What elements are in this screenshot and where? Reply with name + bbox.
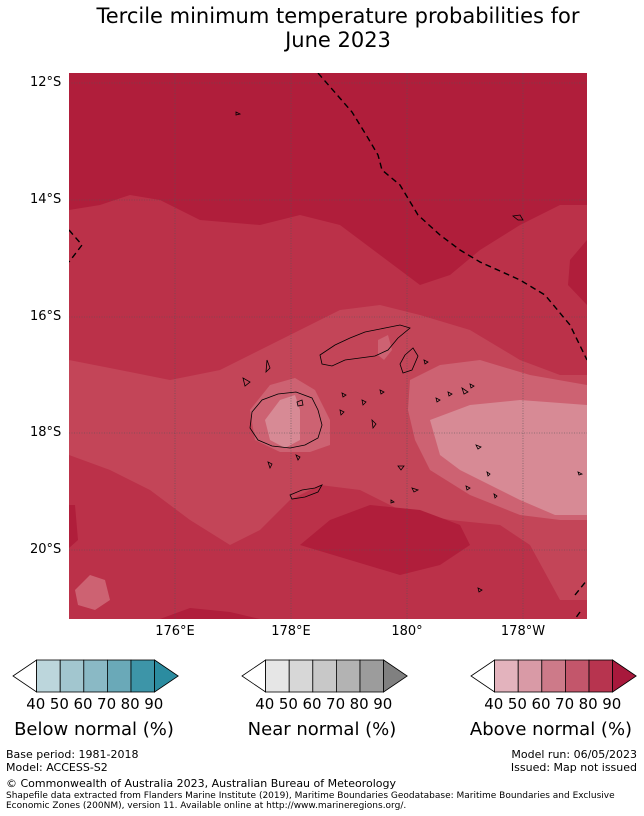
region-above-60-sw [75, 575, 110, 610]
lat-label-12s: 12°S [30, 75, 62, 90]
legend-below-high-arrow [154, 659, 179, 693]
legend-below-tick: 80 [120, 695, 140, 713]
region-above-90-north [69, 73, 587, 285]
lon-label-178e: 178°E [271, 624, 311, 639]
legend-below-tick: 40 [26, 695, 46, 713]
region-above-60-vanua [378, 335, 392, 360]
legend-below-tick: 70 [97, 695, 117, 713]
model-text: Model: ACCESS-S2 [6, 761, 108, 774]
legend-below-swatch [59, 659, 85, 693]
shapefile-credit-line2: Economic Zones (200NM), version 11. Avai… [6, 801, 407, 811]
map-title-line2: June 2023 [285, 28, 391, 52]
region-above-90-bottom [160, 608, 260, 619]
legend-below-swatch [130, 659, 156, 693]
legend-above-tick: 80 [578, 695, 598, 713]
region-above-50-east [430, 400, 587, 515]
legend-below-ticks: 40 50 60 70 80 90 [24, 695, 166, 713]
legend-below-tick: 60 [73, 695, 93, 713]
legend-above-ticks: 40 50 60 70 80 90 [482, 695, 624, 713]
map-title: Tercile minimum temperature probabilitie… [0, 4, 644, 52]
legend-above-swatch [494, 659, 519, 693]
lat-label-18s: 18°S [30, 425, 62, 440]
base-period-text: Base period: 1981-2018 [6, 748, 139, 761]
legend-near-label: Near normal (%) [247, 719, 397, 740]
lat-label-20s: 20°S [30, 542, 62, 557]
legend-below-swatch [83, 659, 108, 693]
model-run-text: Model run: 06/05/2023 [511, 748, 637, 761]
legend-below-tick: 90 [144, 695, 164, 713]
legend-near-tick: 80 [349, 695, 369, 713]
shapefile-credit-line1: Shapefile data extracted from Flanders M… [6, 791, 615, 801]
legend-above-tick: 90 [602, 695, 622, 713]
legend-near-tick: 60 [302, 695, 322, 713]
coastlines [235, 111, 584, 593]
legend-below-swatch [107, 659, 132, 693]
map-title-line1: Tercile minimum temperature probabilitie… [96, 4, 580, 28]
legend-above-tick: 50 [507, 695, 527, 713]
issued-text: Issued: Map not issued [510, 761, 637, 774]
legend-above-tick: 40 [484, 695, 504, 713]
legend-near-swatch [359, 659, 385, 693]
legend-near-tick: 40 [255, 695, 275, 713]
legend-above-swatch [565, 659, 590, 693]
legend-near-swatch [288, 659, 314, 693]
kadavu-island [289, 484, 323, 500]
legend-above-label: Above normal (%) [469, 719, 633, 740]
eez-boundary [69, 73, 587, 619]
taveuni-island [399, 347, 419, 374]
legend-above-high-arrow [612, 659, 637, 693]
region-above-90-sw [69, 505, 78, 548]
legend-below-label: Below normal (%) [14, 719, 174, 740]
legend-colorbars [12, 659, 637, 693]
lat-label-14s: 14°S [30, 192, 62, 207]
viti-levu-island [249, 391, 323, 449]
legend-below-low-arrow [12, 659, 37, 693]
legend-below-tick: 50 [49, 695, 69, 713]
copyright-text: © Commonwealth of Australia 2023, Austra… [6, 777, 396, 790]
legend-near-tick: 90 [373, 695, 393, 713]
legend-below-swatch [36, 659, 61, 693]
vanua-levu-island [319, 324, 411, 367]
legend-near-tick: 50 [278, 695, 298, 713]
legend-near-high-arrow [383, 659, 408, 693]
legend-near-ticks: 40 50 60 70 80 90 [253, 695, 395, 713]
region-above-90-east [568, 240, 587, 305]
legend-above-tick: 60 [531, 695, 551, 713]
legend-above-low-arrow [470, 659, 496, 693]
region-above-90-south [300, 505, 470, 575]
lon-label-178w: 178°W [500, 624, 546, 639]
legend-near-swatch [335, 659, 361, 693]
legend-near-low-arrow [241, 659, 267, 693]
legend-above-swatch [541, 659, 566, 693]
legend-above-swatch [517, 659, 543, 693]
graticule [69, 73, 587, 619]
legend-near-swatch [312, 659, 337, 693]
lon-label-180: 180° [391, 624, 423, 639]
lat-label-16s: 16°S [30, 309, 62, 324]
legend-near-tick: 70 [326, 695, 346, 713]
legend-above-tick: 70 [555, 695, 575, 713]
legend-above-swatch [588, 659, 614, 693]
legend-near-swatch [265, 659, 290, 693]
lon-label-176e: 176°E [155, 624, 195, 639]
